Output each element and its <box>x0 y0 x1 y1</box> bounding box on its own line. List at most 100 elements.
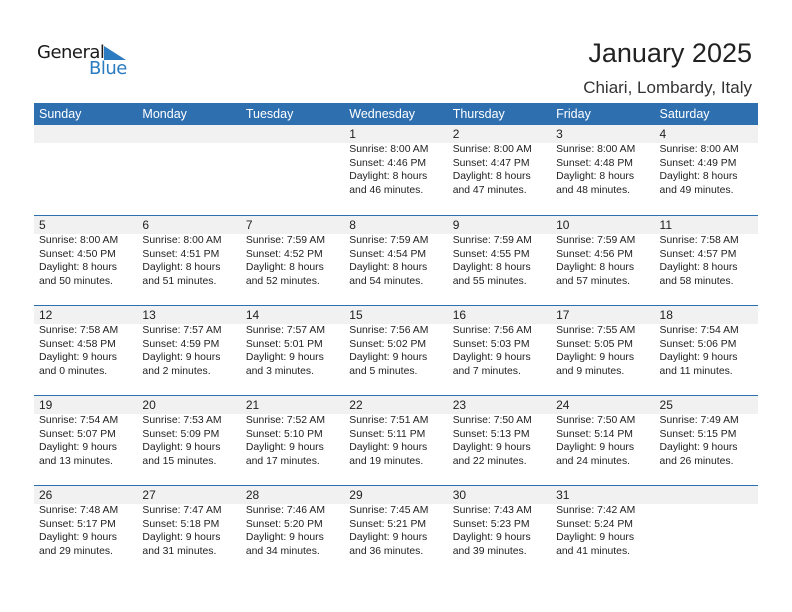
day-cell: 1 Sunrise: 8:00 AM Sunset: 4:46 PM Daylight… <box>344 125 447 215</box>
sunrise-text: Sunrise: 8:00 AM <box>349 144 429 155</box>
day-cell: 25 Sunrise: 7:49 AM Sunset: 5:15 PM Dayligh… <box>655 396 758 486</box>
sunset-text: Sunset: 4:57 PM <box>659 248 737 260</box>
daylight-minutes-text: and 47 minutes. <box>452 184 527 196</box>
day-cell: 9 Sunrise: 7:59 AM Sunset: 4:55 PM Daylight… <box>448 216 551 306</box>
day-cell: 30 Sunrise: 7:43 AM Sunset: 5:23 PM Dayligh… <box>448 486 551 576</box>
sunset-text: Sunset: 5:20 PM <box>245 518 323 530</box>
sunset-text: Sunset: 5:23 PM <box>452 518 530 530</box>
sunrise-text: Sunrise: 7:55 AM <box>556 325 636 336</box>
day-cell: 7 Sunrise: 7:59 AM Sunset: 4:52 PM Daylight… <box>241 216 344 306</box>
sunrise-text: Sunrise: 7:54 AM <box>39 415 119 426</box>
day-number: 12 <box>39 308 53 322</box>
daylight-minutes-text: and 34 minutes. <box>245 545 320 557</box>
sunset-text: Sunset: 5:15 PM <box>659 428 737 440</box>
weekday-friday: Friday <box>556 107 591 121</box>
sunset-text: Sunset: 4:49 PM <box>659 157 737 169</box>
sunrise-text: Sunrise: 7:43 AM <box>452 505 532 516</box>
day-cell: 16 Sunrise: 7:56 AM Sunset: 5:03 PM Dayligh… <box>448 306 551 396</box>
sunrise-text: Sunrise: 8:00 AM <box>556 144 636 155</box>
sunrise-text: Sunrise: 7:58 AM <box>659 235 739 246</box>
daylight-text: Daylight: 8 hours <box>39 262 117 273</box>
daylight-text: Daylight: 8 hours <box>245 262 324 273</box>
sunset-text: Sunset: 5:09 PM <box>142 428 220 440</box>
sunset-text: Sunset: 4:54 PM <box>349 248 427 260</box>
day-cell: 29 Sunrise: 7:45 AM Sunset: 5:21 PM Dayligh… <box>344 486 447 576</box>
day-number: 29 <box>349 488 363 502</box>
week-row: 19 Sunrise: 7:54 AM Sunset: 5:07 PM Dayligh… <box>34 395 758 486</box>
daylight-minutes-text: and 9 minutes. <box>556 365 625 377</box>
day-number: 3 <box>556 127 563 141</box>
date-strip <box>34 306 758 324</box>
logo-triangle-icon <box>104 46 126 60</box>
sunrise-text: Sunrise: 7:53 AM <box>142 415 222 426</box>
day-cell: 6 Sunrise: 8:00 AM Sunset: 4:51 PM Daylight… <box>137 216 240 306</box>
sunset-text: Sunset: 4:46 PM <box>349 157 427 169</box>
sunrise-text: Sunrise: 7:56 AM <box>452 325 532 336</box>
day-number: 1 <box>349 127 356 141</box>
daylight-text: Daylight: 9 hours <box>659 352 738 363</box>
day-cell: 24 Sunrise: 7:50 AM Sunset: 5:14 PM Dayligh… <box>551 396 654 486</box>
sunrise-text: Sunrise: 7:52 AM <box>245 415 325 426</box>
sunset-text: Sunset: 5:14 PM <box>556 428 633 440</box>
daylight-text: Daylight: 8 hours <box>142 262 221 273</box>
daylight-text: Daylight: 9 hours <box>349 442 428 453</box>
daylight-text: Daylight: 9 hours <box>245 442 324 453</box>
day-cell: 21 Sunrise: 7:52 AM Sunset: 5:10 PM Dayligh… <box>241 396 344 486</box>
sunrise-text: Sunrise: 7:56 AM <box>349 325 429 336</box>
day-cell: 17 Sunrise: 7:55 AM Sunset: 5:05 PM Dayligh… <box>551 306 654 396</box>
date-strip <box>34 486 758 504</box>
daylight-text: Daylight: 9 hours <box>659 442 738 453</box>
page-title: January 2025 <box>588 38 752 68</box>
daylight-text: Daylight: 8 hours <box>349 171 428 182</box>
day-number: 7 <box>245 218 253 232</box>
daylight-minutes-text: and 51 minutes. <box>142 275 217 287</box>
daylight-minutes-text: and 22 minutes. <box>452 455 527 467</box>
sunset-text: Sunset: 5:18 PM <box>142 518 220 530</box>
sunset-text: Sunset: 5:01 PM <box>245 338 323 350</box>
empty-cell <box>241 125 344 215</box>
daylight-minutes-text: and 36 minutes. <box>349 545 424 557</box>
logo-text-general: General <box>37 42 105 63</box>
day-number: 15 <box>349 308 363 322</box>
daylight-text: Daylight: 9 hours <box>39 532 117 543</box>
sunset-text: Sunset: 4:47 PM <box>452 157 530 169</box>
week-row: 5 Sunrise: 8:00 AM Sunset: 4:50 PM Daylight… <box>34 215 758 306</box>
daylight-minutes-text: and 29 minutes. <box>39 545 113 557</box>
date-strip <box>34 125 758 143</box>
sunset-text: Sunset: 4:48 PM <box>556 157 633 169</box>
daylight-text: Daylight: 8 hours <box>452 171 531 182</box>
sunrise-text: Sunrise: 8:00 AM <box>142 235 222 246</box>
day-cell: 4 Sunrise: 8:00 AM Sunset: 4:49 PM Daylight… <box>655 125 758 215</box>
sunrise-text: Sunrise: 7:59 AM <box>452 235 532 246</box>
day-number: 23 <box>452 398 467 412</box>
date-strip <box>34 396 758 414</box>
week-row: 1 Sunrise: 8:00 AM Sunset: 4:46 PM Daylight… <box>34 125 758 215</box>
day-cell: 2 Sunrise: 8:00 AM Sunset: 4:47 PM Daylight… <box>448 125 551 215</box>
sunrise-text: Sunrise: 7:46 AM <box>245 505 325 516</box>
sunset-text: Sunset: 4:50 PM <box>39 248 116 260</box>
sunrise-text: Sunrise: 7:48 AM <box>39 505 119 516</box>
weekday-sunday: Sunday <box>39 107 82 121</box>
day-number: 2 <box>452 127 460 141</box>
daylight-minutes-text: and 0 minutes. <box>39 365 108 377</box>
day-number: 18 <box>659 308 673 322</box>
day-cell: 10 Sunrise: 7:59 AM Sunset: 4:56 PM Dayligh… <box>551 216 654 306</box>
day-number: 13 <box>142 308 156 322</box>
daylight-text: Daylight: 9 hours <box>556 352 635 363</box>
sunrise-text: Sunrise: 8:00 AM <box>659 144 739 155</box>
weekday-wednesday: Wednesday <box>349 107 416 121</box>
day-number: 9 <box>452 218 460 232</box>
daylight-minutes-text: and 3 minutes. <box>245 365 315 377</box>
sunrise-text: Sunrise: 7:49 AM <box>659 415 739 426</box>
day-cell: 22 Sunrise: 7:51 AM Sunset: 5:11 PM Dayligh… <box>344 396 447 486</box>
daylight-text: Daylight: 9 hours <box>452 532 531 543</box>
sunrise-text: Sunrise: 7:45 AM <box>349 505 429 516</box>
daylight-text: Daylight: 8 hours <box>349 262 428 273</box>
week-row: 12 Sunrise: 7:58 AM Sunset: 4:58 PM Dayligh… <box>34 305 758 396</box>
sunrise-text: Sunrise: 7:50 AM <box>556 415 636 426</box>
day-cell: 15 Sunrise: 7:56 AM Sunset: 5:02 PM Dayligh… <box>344 306 447 396</box>
sunrise-text: Sunrise: 7:42 AM <box>556 505 636 516</box>
weekday-header: Sunday Monday Tuesday Wednesday Thursday Frid… <box>34 103 758 125</box>
daylight-minutes-text: and 31 minutes. <box>142 545 217 557</box>
daylight-minutes-text: and 13 minutes. <box>39 455 113 467</box>
